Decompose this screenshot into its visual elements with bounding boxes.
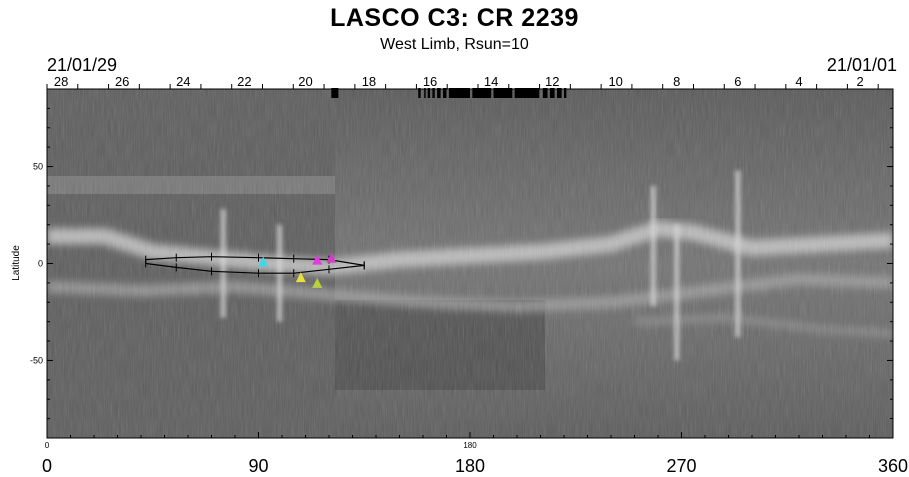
noise-overlay (47, 89, 893, 438)
top-axis-day-label: 22 (237, 74, 251, 89)
start-date-label: 21/01/29 (47, 55, 118, 75)
data-gap-bar (427, 88, 431, 98)
top-axis-day-label: 6 (734, 74, 741, 89)
data-gap-bar (424, 88, 426, 98)
x-tick-label: 270 (666, 456, 696, 476)
top-axis-day-label: 10 (608, 74, 622, 89)
top-axis-day-label: 26 (115, 74, 129, 89)
data-gap-bar (542, 88, 548, 98)
data-gap-bar (331, 88, 339, 98)
data-gap-bar (493, 88, 513, 98)
top-axis-day-label: 20 (298, 74, 312, 89)
data-gap-bar (432, 88, 435, 98)
data-gap-bar (472, 88, 492, 98)
x-small-label-mid: 180 (463, 441, 477, 450)
top-axis-day-label: 8 (673, 74, 680, 89)
plot-area (47, 89, 893, 438)
data-gap-bar (514, 88, 540, 98)
top-axis-day-label: 4 (795, 74, 802, 89)
data-gap-bar (418, 88, 421, 98)
event-marker (295, 272, 306, 283)
chart-subtitle: West Limb, Rsun=10 (380, 36, 529, 53)
chart-title: LASCO C3: CR 2239 (330, 4, 579, 32)
x-tick-label: 0 (42, 456, 52, 476)
x-tick-label: 180 (455, 456, 485, 476)
y-axis-label: Latitude (11, 245, 22, 281)
x-small-label-left: 0 (45, 441, 50, 450)
y-tick-label: -50 (30, 355, 43, 365)
y-tick-label: 50 (33, 162, 43, 172)
y-tick-label: 0 (38, 259, 43, 269)
event-marker (258, 256, 269, 267)
data-gap-bar (437, 88, 441, 98)
x-tick-label: 360 (878, 456, 908, 476)
top-axis-day-label: 2 (856, 74, 863, 89)
data-gap-bar (564, 88, 567, 98)
top-axis-day-label: 16 (423, 74, 437, 89)
top-axis-day-label: 14 (484, 74, 498, 89)
top-axis-day-label: 28 (54, 74, 68, 89)
data-gap-bar (556, 88, 562, 98)
top-axis-day-label: 18 (362, 74, 376, 89)
data-gap-bar (442, 88, 447, 98)
event-marker (312, 254, 323, 265)
end-date-label: 21/01/01 (826, 55, 897, 75)
data-gap-bar (448, 88, 470, 98)
event-marker (312, 277, 323, 288)
x-tick-label: 90 (248, 456, 268, 476)
event-marker (326, 252, 337, 263)
top-axis-day-label: 12 (545, 74, 559, 89)
data-gap-bar (549, 88, 555, 98)
top-axis-day-label: 24 (176, 74, 190, 89)
